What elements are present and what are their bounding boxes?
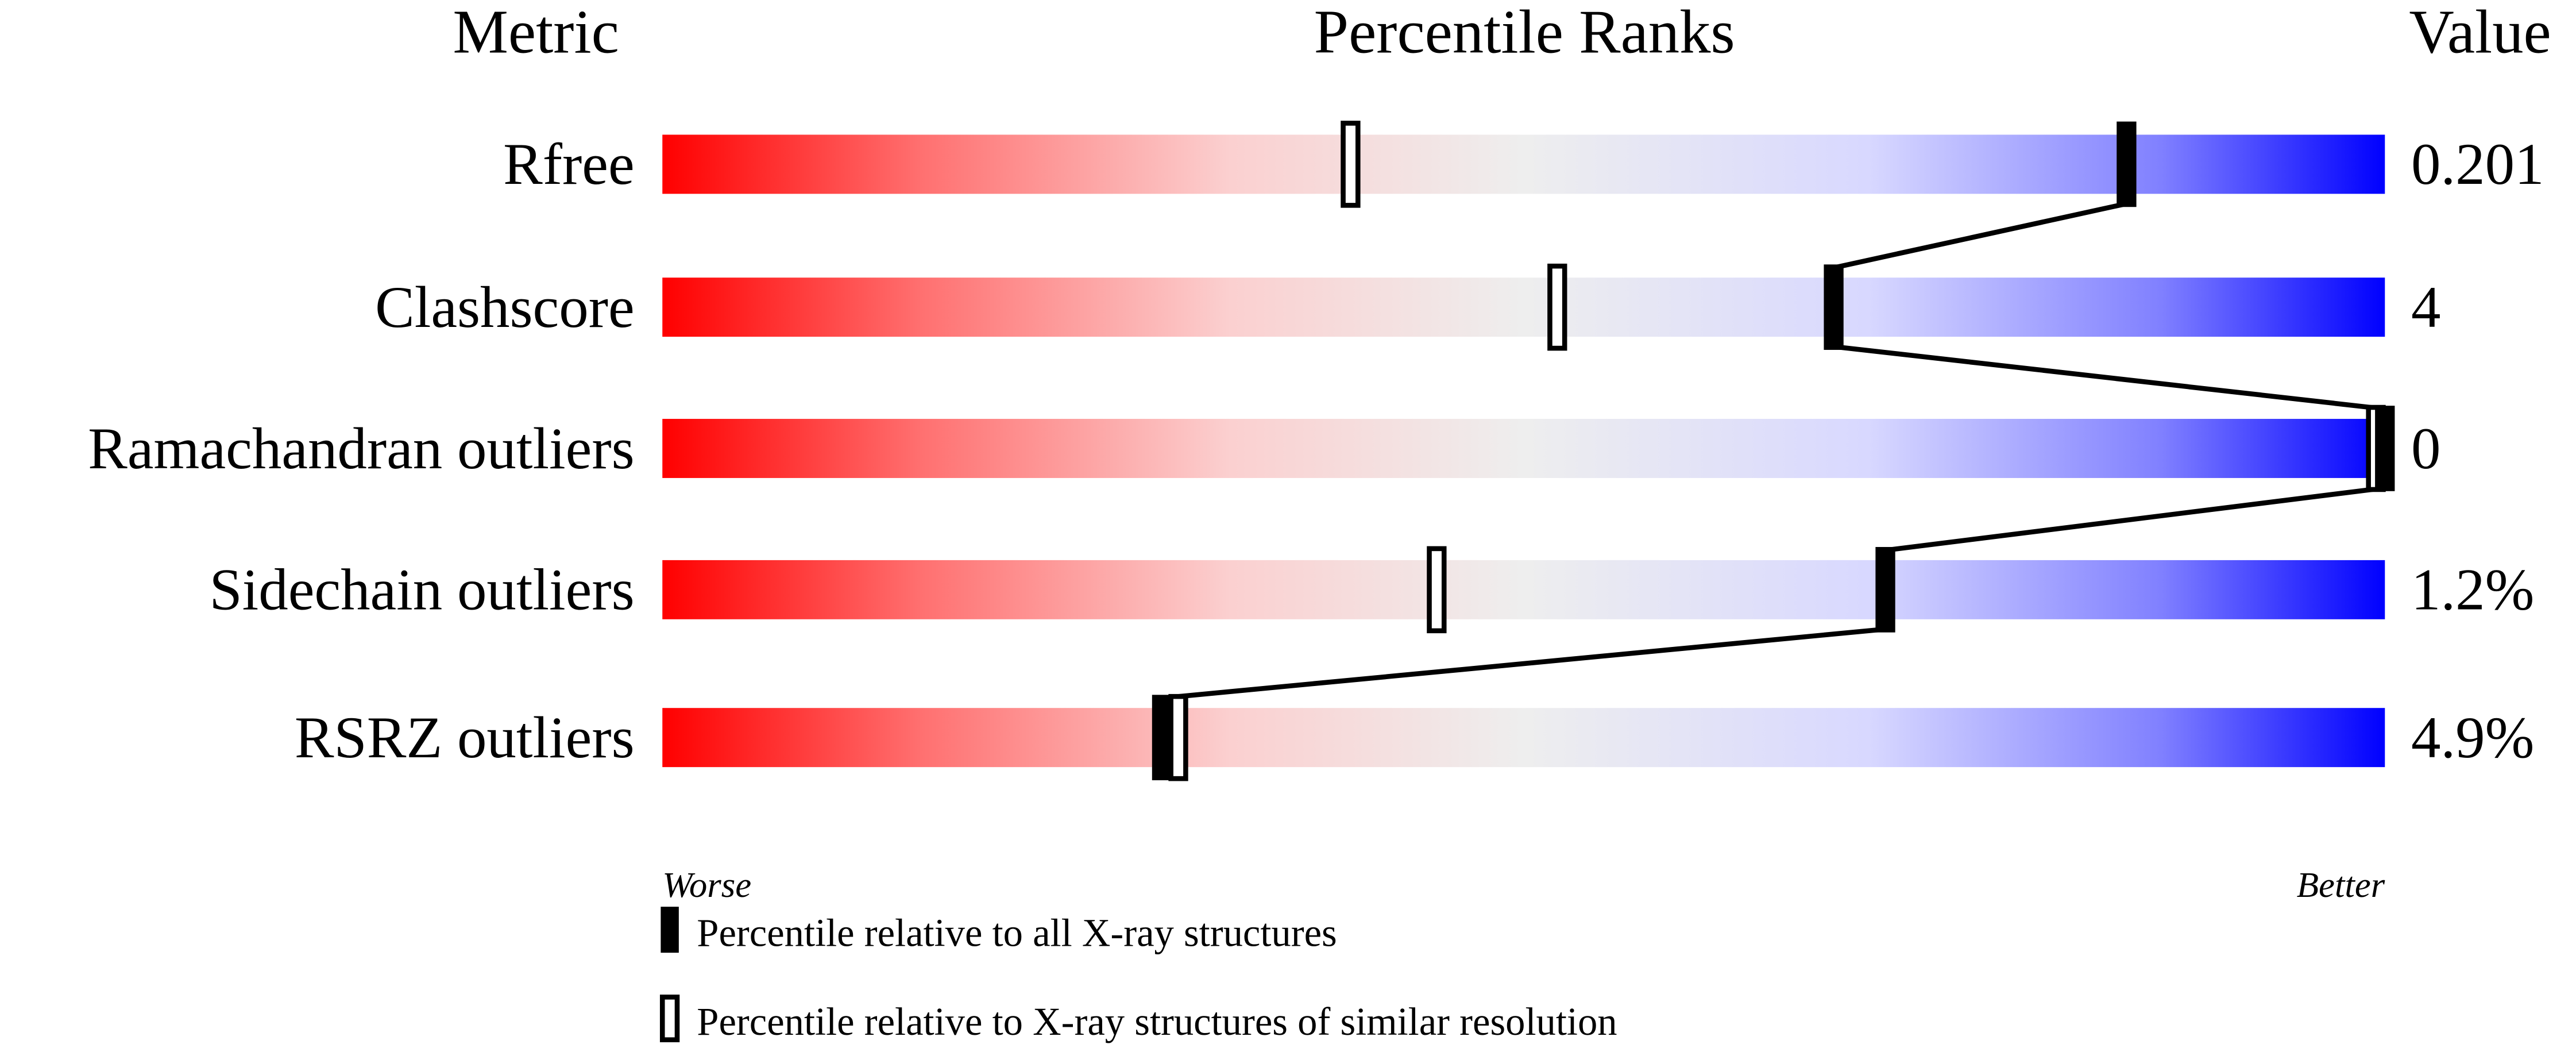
legend-open-label: Percentile relative to X-ray structures …	[697, 1000, 1617, 1043]
axis-label-worse: Worse	[662, 865, 751, 905]
marker-all-structures	[1152, 695, 1172, 780]
axis-label-better: Better	[2297, 865, 2385, 905]
connector-line	[1833, 201, 2127, 271]
metric-label: Rfree	[503, 132, 635, 197]
metric-value: 0.201	[2411, 132, 2544, 197]
marker-all-structures	[2117, 121, 2137, 207]
marker-similar-resolution	[1341, 121, 1361, 208]
metric-value: 4.9%	[2411, 705, 2534, 770]
marker-similar-resolution	[1168, 693, 1188, 781]
metric-label: RSRZ outliers	[295, 705, 635, 770]
metric-label: Clashscore	[375, 275, 635, 340]
metric-value: 1.2%	[2411, 557, 2534, 623]
percentile-bar	[662, 419, 2385, 478]
header-metric: Metric	[453, 0, 619, 66]
legend-open-marker	[659, 995, 680, 1042]
percentile-bar	[662, 708, 2385, 768]
connector-line	[1833, 344, 2385, 412]
metric-label: Sidechain outliers	[209, 557, 634, 623]
marker-all-structures	[1875, 547, 1895, 633]
header-value: Value	[2409, 0, 2551, 66]
marker-similar-resolution	[1547, 263, 1567, 351]
percentile-bar	[662, 134, 2385, 194]
metric-label: Ramachandran outliers	[88, 416, 635, 481]
marker-all-structures	[2375, 406, 2395, 491]
metric-value: 0	[2411, 416, 2440, 481]
connector-line	[1161, 626, 1886, 701]
legend-filled-label: Percentile relative to all X-ray structu…	[697, 911, 1337, 955]
metric-value: 4	[2411, 275, 2440, 340]
legend-filled-marker	[661, 907, 679, 953]
marker-all-structures	[1824, 264, 1844, 350]
marker-similar-resolution	[1427, 546, 1447, 634]
header-percentile: Percentile Ranks	[1314, 0, 1735, 66]
percentile-bar	[662, 560, 2385, 619]
percentile-bar	[662, 278, 2385, 337]
connector-line	[1885, 485, 2385, 553]
